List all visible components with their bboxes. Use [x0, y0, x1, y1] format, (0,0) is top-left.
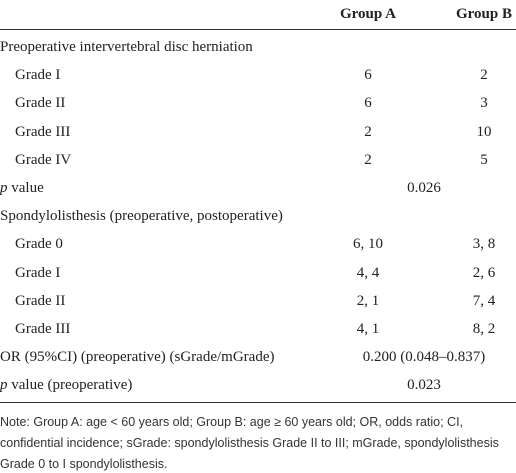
column-header: Group B — [456, 6, 512, 22]
combined-value: 0.026 — [407, 180, 441, 196]
header-rule — [0, 29, 516, 30]
group-b-value: 5 — [480, 151, 488, 168]
group-a-value: 6 — [364, 67, 372, 84]
label-text: Grade 0 — [15, 236, 63, 253]
label-italic: p — [0, 377, 8, 394]
label-italic: p — [0, 180, 8, 196]
row-label: Grade III — [15, 122, 70, 142]
row-label: OR (95%CI) (preoperative) (sGrade/mGrade… — [0, 347, 274, 367]
row-label: Spondylolisthesis (preoperative, postope… — [0, 206, 283, 226]
table-note: Note: Group A: age < 60 years old; Group… — [0, 415, 499, 471]
label-text: Grade IV — [15, 151, 72, 168]
group-b-value: 7, 4 — [472, 292, 496, 309]
row-label: Grade IV — [15, 150, 71, 170]
label-text: Preoperative intervertebral disc herniat… — [0, 39, 253, 55]
row-label: Grade 0 — [15, 234, 63, 254]
group-b-value: 2, 6 — [472, 264, 496, 281]
label-text: value (preoperative) — [7, 377, 133, 394]
row-label: p value — [0, 178, 44, 198]
row-label: Grade II — [15, 93, 65, 113]
label-text: value — [7, 180, 44, 196]
combined-value: 0.023 — [407, 377, 441, 394]
group-b-value: 3 — [480, 95, 488, 112]
row-label: Preoperative intervertebral disc herniat… — [0, 37, 253, 57]
group-a-value: 2 — [364, 123, 372, 140]
group-b-value: 8, 2 — [472, 321, 496, 337]
row-label: Grade II — [15, 291, 65, 311]
group-a-value: 4, 4 — [356, 264, 380, 281]
group-b-value: 10 — [476, 123, 492, 140]
combined-value: 0.200 (0.048–0.837) — [362, 349, 486, 366]
footer-rule — [0, 402, 516, 403]
label-text: Grade II — [15, 95, 66, 112]
row-label: Grade I — [15, 263, 60, 283]
group-a-value: 2 — [364, 151, 372, 168]
label-text: Grade I — [15, 264, 61, 281]
group-b-value: 2 — [480, 67, 488, 84]
label-text: Grade II — [15, 292, 66, 309]
row-label: Grade I — [15, 65, 60, 85]
group-b-value: 3, 8 — [472, 236, 496, 253]
group-a-value: 6 — [364, 95, 372, 112]
column-header: Group A — [340, 6, 396, 22]
group-a-value: 6, 10 — [353, 236, 383, 253]
group-a-value: 2, 1 — [356, 292, 380, 309]
label-text: Grade I — [15, 67, 61, 84]
group-a-value: 4, 1 — [356, 321, 380, 337]
label-text: Grade III — [15, 321, 71, 337]
row-label: p value (preoperative) — [0, 375, 132, 395]
row-label: Grade III — [15, 319, 70, 339]
label-text: Spondylolisthesis (preoperative, postope… — [0, 208, 283, 225]
label-text: Grade III — [15, 123, 71, 140]
label-text: OR (95%CI) (preoperative) (sGrade/mGrade… — [0, 349, 275, 366]
